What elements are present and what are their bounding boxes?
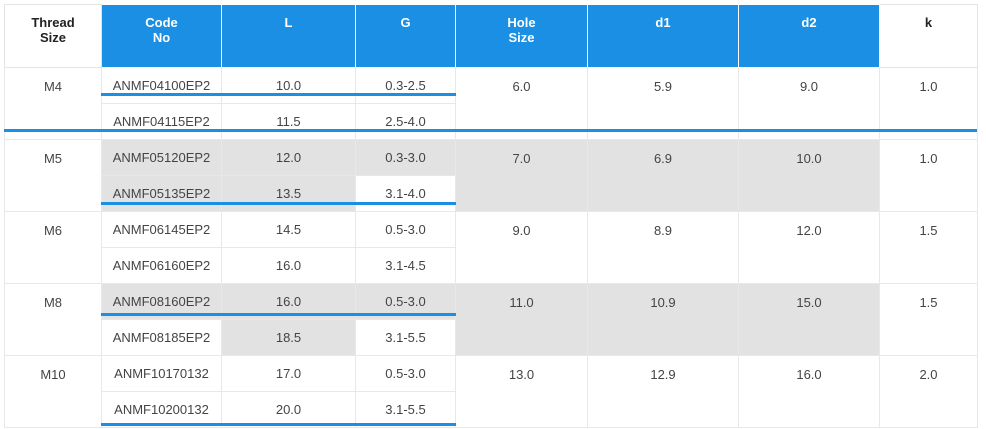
table-row: M4 ANMF04100EP2 10.0 0.3-2.5 6.0 5.9 9.0… (4, 67, 978, 140)
d2-cell: 15.0 (738, 283, 880, 356)
thread-size-cell: M8 (4, 283, 102, 356)
group-separator-line (101, 93, 456, 96)
header-g: G (355, 4, 456, 68)
g-cell: 3.1-5.5 (355, 391, 456, 428)
d1-cell: 12.9 (587, 355, 739, 428)
hole-size-cell: 13.0 (455, 355, 588, 428)
table-row: ANMF06160EP2 16.0 3.1-4.5 (5, 247, 978, 284)
header-d1: d1 (587, 4, 739, 68)
l-cell: 14.5 (221, 211, 356, 248)
code-cell: ANMF06160EP2 (101, 247, 222, 284)
table-row: ANMF05135EP2 13.5 3.1-4.0 (5, 175, 978, 212)
g-cell: 0.3-3.0 (355, 139, 456, 176)
group-separator-line (101, 202, 456, 205)
g-cell: 0.5-3.0 (355, 355, 456, 392)
table-row: ANMF10200132 20.0 3.1-5.5 (5, 391, 978, 428)
l-cell: 18.5 (221, 319, 356, 356)
d2-cell: 16.0 (738, 355, 880, 428)
thread-size-cell: M4 (4, 67, 102, 140)
thread-size-cell: M10 (4, 355, 102, 428)
d2-cell: 9.0 (738, 67, 880, 140)
k-cell: 1.0 (879, 67, 978, 140)
code-cell: ANMF05135EP2 (101, 175, 222, 212)
table-row: M6 ANMF06145EP2 14.5 0.5-3.0 9.0 8.9 12.… (4, 211, 978, 284)
g-cell: 2.5-4.0 (355, 103, 456, 140)
table-row: ANMF08185EP2 18.5 3.1-5.5 (5, 319, 978, 356)
header-l: L (221, 4, 356, 68)
d2-cell: 12.0 (738, 211, 880, 284)
g-cell: 0.3-2.5 (355, 67, 456, 104)
header-code-no: Code No (101, 4, 222, 68)
code-cell: ANMF05120EP2 (101, 139, 222, 176)
table-row: ANMF04115EP2 11.5 2.5-4.0 (5, 103, 978, 140)
code-cell: ANMF04115EP2 (101, 103, 222, 140)
k-cell: 1.0 (879, 139, 978, 212)
l-cell: 12.0 (221, 139, 356, 176)
group-separator-line (101, 313, 456, 316)
d1-cell: 6.9 (587, 139, 739, 212)
g-cell: 3.1-4.0 (355, 175, 456, 212)
k-cell: 1.5 (879, 283, 978, 356)
l-cell: 20.0 (221, 391, 356, 428)
g-cell: 3.1-5.5 (355, 319, 456, 356)
hole-size-cell: 6.0 (455, 67, 588, 140)
table-row: M5 ANMF05120EP2 12.0 0.3-3.0 7.0 6.9 10.… (4, 139, 978, 212)
header-hole-size: Hole Size (455, 4, 588, 68)
l-cell: 13.5 (221, 175, 356, 212)
d2-cell: 10.0 (738, 139, 880, 212)
l-cell: 16.0 (221, 247, 356, 284)
g-cell: 3.1-4.5 (355, 247, 456, 284)
thread-size-cell: M6 (4, 211, 102, 284)
code-cell: ANMF10170132 (101, 355, 222, 392)
header-thread-size: Thread Size (4, 4, 102, 68)
l-cell: 17.0 (221, 355, 356, 392)
l-cell: 11.5 (221, 103, 356, 140)
spec-table: Thread Size Code No L G Hole Size d1 d2 k M… (4, 4, 978, 428)
l-cell: 10.0 (221, 67, 356, 104)
code-cell: ANMF06145EP2 (101, 211, 222, 248)
group-separator-line (101, 423, 456, 426)
k-cell: 2.0 (879, 355, 978, 428)
thread-size-cell: M5 (4, 139, 102, 212)
hole-size-cell: 11.0 (455, 283, 588, 356)
header-d2: d2 (738, 4, 880, 68)
code-cell: ANMF04100EP2 (101, 67, 222, 104)
code-cell: ANMF08185EP2 (101, 319, 222, 356)
g-cell: 0.5-3.0 (355, 211, 456, 248)
hole-size-cell: 9.0 (455, 211, 588, 284)
table-row: M10 ANMF10170132 17.0 0.5-3.0 13.0 12.9 … (4, 355, 978, 428)
hole-size-cell: 7.0 (455, 139, 588, 212)
group-separator-line (4, 129, 977, 132)
k-cell: 1.5 (879, 211, 978, 284)
d1-cell: 10.9 (587, 283, 739, 356)
header-k: k (879, 4, 978, 68)
d1-cell: 8.9 (587, 211, 739, 284)
header-row: Thread Size Code No L G Hole Size d1 d2 k (4, 4, 978, 68)
